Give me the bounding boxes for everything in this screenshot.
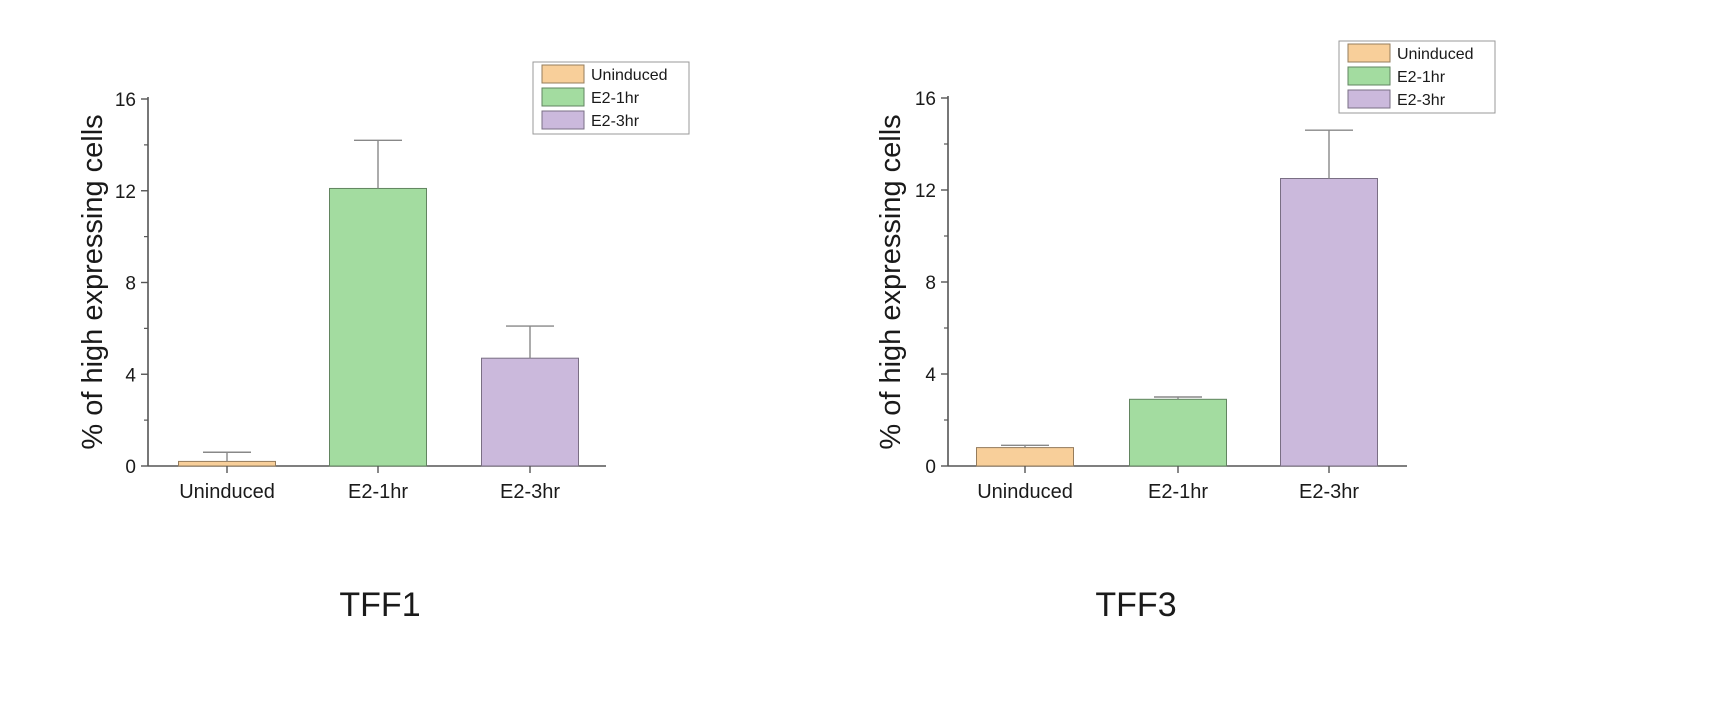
y-tick-label: 12 xyxy=(915,181,936,202)
y-tick-label: 8 xyxy=(125,274,136,295)
legend-swatch xyxy=(541,87,585,107)
y-tick-label: 16 xyxy=(115,90,136,111)
legend-label: Uninduced xyxy=(591,67,668,84)
x-tick-label: Uninduced xyxy=(179,481,275,503)
legend-label: E2-3hr xyxy=(591,113,640,130)
bar-uninduced xyxy=(178,460,276,467)
x-tick-label: E2-1hr xyxy=(1148,481,1208,503)
bar-uninduced xyxy=(976,447,1074,467)
legend: Uninduced E2-1hr E2-3hr xyxy=(532,61,690,135)
chart-title: TFF1 xyxy=(339,586,420,624)
bar-e2-1hr xyxy=(1129,398,1227,467)
legend-label: E2-3hr xyxy=(1397,92,1446,109)
y-tick-label: 0 xyxy=(125,457,136,478)
legend-swatch xyxy=(541,64,585,84)
y-tick-label: 8 xyxy=(925,273,936,294)
y-tick-label: 4 xyxy=(125,365,136,386)
y-tick-label: 4 xyxy=(925,365,936,386)
legend-label: E2-1hr xyxy=(1397,69,1446,86)
bar-e2-3hr xyxy=(1280,178,1378,467)
legend-swatch xyxy=(1347,66,1391,86)
y-axis-label: % of high expressing cells xyxy=(77,114,109,449)
x-tick-label: E2-3hr xyxy=(1299,481,1359,503)
x-tick-label: E2-3hr xyxy=(500,481,560,503)
y-tick-label: 0 xyxy=(925,457,936,478)
chart-tff3: 0 4 8 12 16 Uninduced E2-1hr E2-3hr % of high ex… xyxy=(875,40,1496,624)
bar-e2-3hr xyxy=(481,357,579,467)
chart-tff1: 0 4 8 12 16 Uninduced E2-1hr E2-3hr % of high ex… xyxy=(77,61,690,624)
chart-title: TFF3 xyxy=(1095,586,1176,624)
legend-label: Uninduced xyxy=(1397,46,1474,63)
legend-swatch xyxy=(1347,89,1391,109)
x-tick-label: Uninduced xyxy=(977,481,1073,503)
legend: Uninduced E2-1hr E2-3hr xyxy=(1338,40,1496,114)
x-tick-label: E2-1hr xyxy=(348,481,408,503)
bar-e2-1hr xyxy=(329,187,427,467)
legend-label: E2-1hr xyxy=(591,90,640,107)
legend-swatch xyxy=(541,110,585,130)
legend-swatch xyxy=(1347,43,1391,63)
y-tick-label: 16 xyxy=(915,89,936,110)
y-tick-label: 12 xyxy=(115,182,136,203)
y-axis-label: % of high expressing cells xyxy=(875,114,907,449)
